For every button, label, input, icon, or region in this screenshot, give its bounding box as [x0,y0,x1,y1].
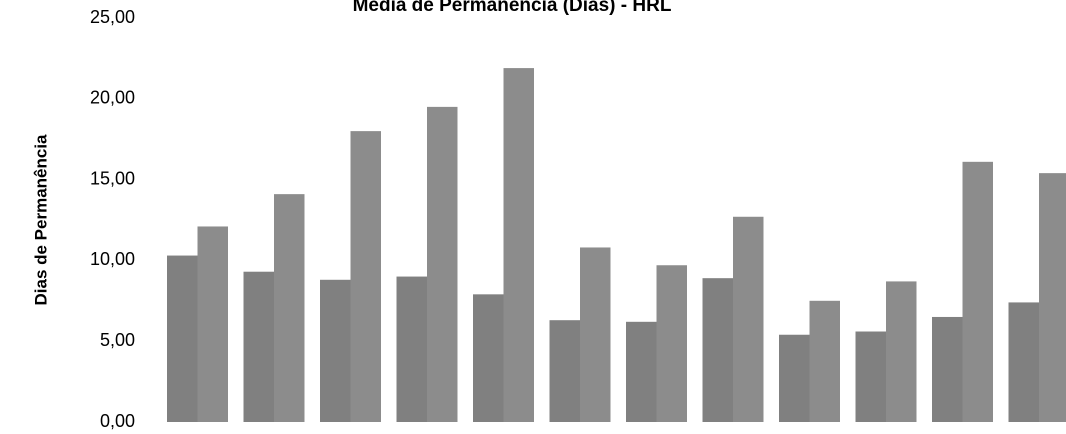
bar [1008,302,1039,422]
bar [320,279,351,422]
bar [1039,173,1066,422]
bar [733,216,764,422]
bar [962,161,993,422]
bar [243,271,274,422]
bar [809,300,840,422]
bar [167,255,198,422]
bar [855,331,886,422]
bar [427,106,458,422]
y-tick-label: 20,00 [90,88,135,108]
bar [549,320,580,422]
bar [779,334,810,422]
bar [932,316,963,422]
bar [626,321,657,422]
bar [656,265,687,422]
y-tick-label: 5,00 [100,330,135,350]
bar [396,276,427,422]
bar [350,131,381,422]
y-tick-label: 10,00 [90,249,135,269]
bar [503,68,534,422]
bar [197,226,228,422]
bar [473,294,504,422]
y-tick-label: 0,00 [100,411,135,431]
bar [886,281,917,422]
chart-title: Média de Permanência (Dias) - HRL [353,0,672,16]
y-tick-label: 15,00 [90,168,135,188]
bar [580,247,611,422]
y-axis-label: Dias de Permanência [31,134,50,306]
bar [274,194,305,422]
bar [702,278,733,422]
y-tick-label: 25,00 [90,7,135,27]
